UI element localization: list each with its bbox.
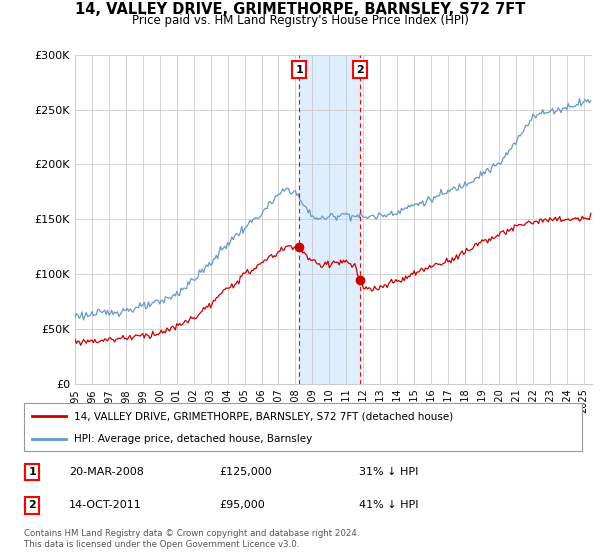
- Text: £95,000: £95,000: [220, 501, 265, 510]
- Text: 1: 1: [28, 467, 36, 477]
- Text: HPI: Average price, detached house, Barnsley: HPI: Average price, detached house, Barn…: [74, 434, 313, 444]
- Text: 20-MAR-2008: 20-MAR-2008: [68, 467, 143, 477]
- Text: 1: 1: [295, 65, 303, 74]
- Text: Contains HM Land Registry data © Crown copyright and database right 2024.
This d: Contains HM Land Registry data © Crown c…: [24, 529, 359, 549]
- Text: £125,000: £125,000: [220, 467, 272, 477]
- Text: 14-OCT-2011: 14-OCT-2011: [68, 501, 142, 510]
- Text: 14, VALLEY DRIVE, GRIMETHORPE, BARNSLEY, S72 7FT: 14, VALLEY DRIVE, GRIMETHORPE, BARNSLEY,…: [75, 2, 525, 17]
- Text: 41% ↓ HPI: 41% ↓ HPI: [359, 501, 418, 510]
- Text: 14, VALLEY DRIVE, GRIMETHORPE, BARNSLEY, S72 7FT (detached house): 14, VALLEY DRIVE, GRIMETHORPE, BARNSLEY,…: [74, 411, 454, 421]
- Text: 2: 2: [28, 501, 36, 510]
- Text: Price paid vs. HM Land Registry's House Price Index (HPI): Price paid vs. HM Land Registry's House …: [131, 14, 469, 27]
- Text: 31% ↓ HPI: 31% ↓ HPI: [359, 467, 418, 477]
- Bar: [299, 55, 360, 384]
- Text: 2: 2: [356, 65, 364, 74]
